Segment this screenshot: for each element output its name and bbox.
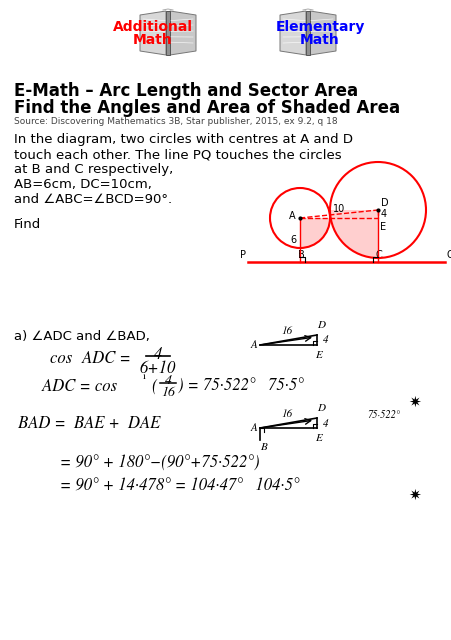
Text: A: A bbox=[250, 340, 257, 350]
Polygon shape bbox=[305, 11, 309, 55]
Text: Q: Q bbox=[446, 250, 451, 260]
Text: E: E bbox=[314, 350, 321, 360]
Text: ✷: ✷ bbox=[407, 395, 420, 410]
Text: 16: 16 bbox=[161, 386, 175, 399]
Text: Find the Angles and Area of Shaded Area: Find the Angles and Area of Shaded Area bbox=[14, 99, 399, 117]
Text: D: D bbox=[316, 320, 324, 330]
Text: E: E bbox=[379, 222, 385, 232]
Polygon shape bbox=[279, 11, 305, 55]
Text: B: B bbox=[259, 442, 266, 452]
Text: = 90° + 180°−(90°+75·522°): = 90° + 180°−(90°+75·522°) bbox=[60, 455, 259, 472]
Text: ∠BAD = ∠BAE + ∠DAE: ∠BAD = ∠BAE + ∠DAE bbox=[14, 415, 160, 432]
Text: 6: 6 bbox=[290, 235, 296, 245]
Text: and ∠ABC=∠BCD=90°.: and ∠ABC=∠BCD=90°. bbox=[14, 193, 172, 206]
Text: a) ∠ADC and ∠BAD,: a) ∠ADC and ∠BAD, bbox=[14, 330, 150, 343]
Wedge shape bbox=[299, 218, 329, 248]
Text: C: C bbox=[375, 250, 382, 260]
Text: A: A bbox=[250, 423, 257, 433]
Text: Additional: Additional bbox=[113, 20, 193, 34]
Text: ✷: ✷ bbox=[407, 488, 420, 503]
Text: Math: Math bbox=[299, 33, 339, 47]
Text: Find: Find bbox=[14, 218, 41, 231]
Polygon shape bbox=[170, 11, 196, 55]
Text: AB=6cm, DC=10cm,: AB=6cm, DC=10cm, bbox=[14, 178, 152, 191]
Text: at B and C respectively,: at B and C respectively, bbox=[14, 163, 173, 176]
Text: D: D bbox=[380, 198, 388, 208]
Text: Source: Discovering Mathematics 3B, Star publisher, 2015, ex 9.2, q 18: Source: Discovering Mathematics 3B, Star… bbox=[14, 117, 337, 126]
Text: 16: 16 bbox=[281, 409, 292, 419]
Text: 4: 4 bbox=[164, 374, 171, 387]
Text: = 90° + 14·478° = 104·47° ≈ 104·5°: = 90° + 14·478° = 104·47° ≈ 104·5° bbox=[60, 478, 299, 495]
Text: B: B bbox=[297, 250, 304, 260]
Text: ) = 75·522° ≈ 75·5°: ) = 75·522° ≈ 75·5° bbox=[178, 378, 303, 395]
Text: In the diagram, two circles with centres at A and D: In the diagram, two circles with centres… bbox=[14, 133, 352, 146]
Text: 16: 16 bbox=[281, 326, 292, 336]
Text: ∠ADC = cos: ∠ADC = cos bbox=[38, 378, 117, 395]
Text: E-Math – Arc Length and Sector Area: E-Math – Arc Length and Sector Area bbox=[14, 82, 357, 100]
Text: (: ( bbox=[147, 378, 157, 395]
Text: 4: 4 bbox=[380, 209, 386, 219]
Text: cos: cos bbox=[50, 350, 76, 367]
Text: E: E bbox=[314, 433, 321, 443]
Polygon shape bbox=[309, 11, 335, 55]
Text: P: P bbox=[239, 250, 245, 260]
Text: 4: 4 bbox=[322, 335, 328, 345]
Text: 4: 4 bbox=[322, 419, 328, 429]
Text: 75·522°: 75·522° bbox=[366, 410, 399, 420]
Text: ⁻¹: ⁻¹ bbox=[140, 374, 146, 383]
Text: 6+10: 6+10 bbox=[139, 360, 176, 377]
Text: A: A bbox=[289, 211, 295, 221]
Text: touch each other. The line PQ touches the circles: touch each other. The line PQ touches th… bbox=[14, 148, 341, 161]
Text: Math: Math bbox=[133, 33, 172, 47]
Text: Elementary: Elementary bbox=[275, 20, 364, 34]
Text: D: D bbox=[316, 403, 324, 413]
Text: ∠ADC =: ∠ADC = bbox=[78, 350, 130, 367]
Polygon shape bbox=[140, 11, 166, 55]
Polygon shape bbox=[166, 11, 170, 55]
Wedge shape bbox=[329, 210, 377, 258]
Text: 10: 10 bbox=[332, 204, 345, 214]
Text: 4: 4 bbox=[153, 346, 162, 363]
